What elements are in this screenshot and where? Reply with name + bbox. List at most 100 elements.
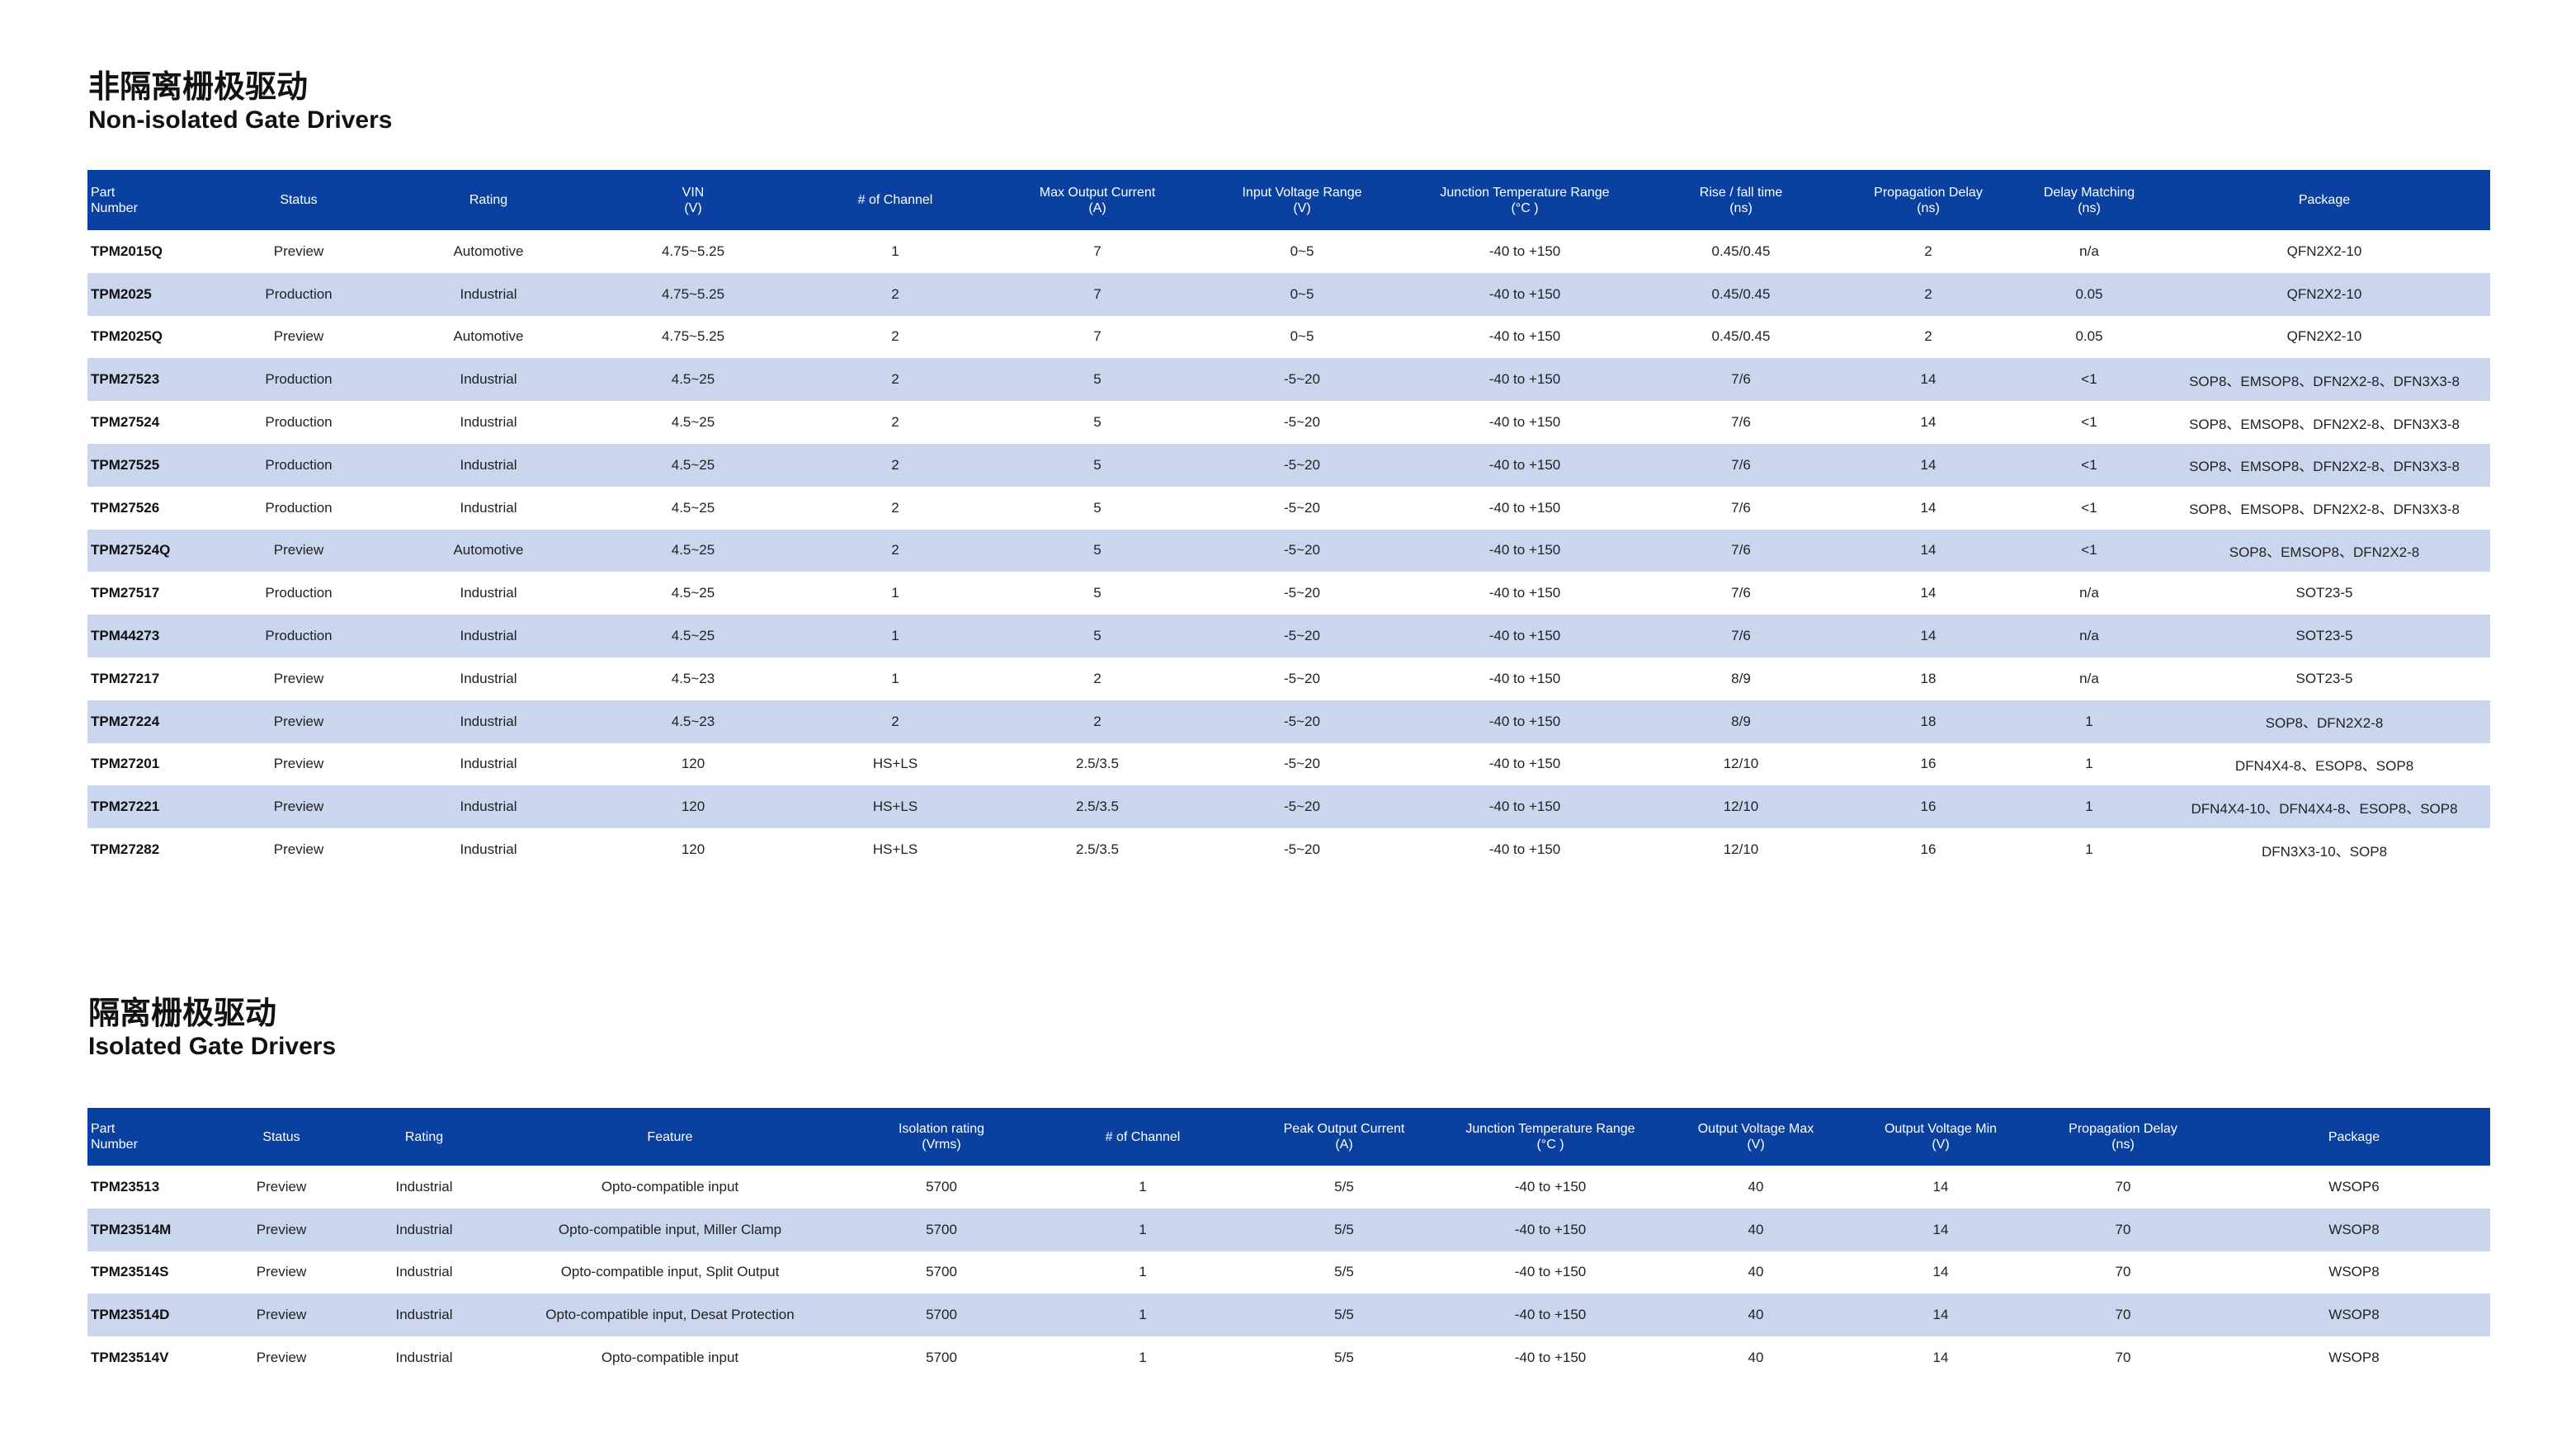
table-cell: 8/9 [1645,700,1837,743]
column-header-line: Package [2298,193,2351,207]
column-header: Isolation rating (Vrms) [843,1108,1040,1166]
table-cell: 2 [995,700,1200,743]
table-cell: Industrial [386,700,591,743]
table-cell: 70 [2028,1293,2218,1337]
table-row: TPM27217 Preview Industrial 4.5~23 1 2 -5~20 -4… [87,657,2490,700]
table-cell: 5700 [926,1178,957,1194]
table-cell: QFN2X2-10 [2286,328,2362,345]
column-header-line: (Vrms) [922,1138,961,1152]
table-cell: 1 [1139,1178,1147,1194]
column-header-line: Propagation Delay [2069,1122,2177,1136]
table-cell: 4.5~25 [591,358,795,402]
table-cell: n/a [2020,615,2158,657]
table-cell: 0.45/0.45 [1645,272,1837,316]
table-cell: 5/5 [1334,1350,1354,1366]
table-cell: 70 [2028,1208,2218,1251]
table-cell: 2 [1924,328,1932,345]
table-row: TPM27524 Production Industrial 4.5~25 2 5 -5~2… [87,401,2490,444]
table-cell: -5~20 [1284,499,1320,516]
table-cell: 4.5~23 [591,700,795,743]
table-cell: 5 [1093,499,1102,516]
part-number-cell: TPM23513 [91,1178,160,1194]
column-header-line: VIN [682,185,705,200]
table-cell: WSOP8 [2218,1293,2490,1337]
table-cell: SOP8、DFN2X2-8 [2158,700,2490,743]
column-header-line: Max Output Current [1039,185,1156,200]
table-cell: Production [265,499,333,516]
table-cell: 0~5 [1200,272,1404,316]
part-number-cell: TPM27526 [91,499,160,516]
table-cell: n/a [2079,585,2099,601]
table-cell: 1 [891,243,899,259]
table-cell: -40 to +150 [1488,756,1561,772]
table-cell: 5/5 [1334,1178,1354,1194]
table-cell: -40 to +150 [1488,841,1561,858]
table-cell: 5700 [926,1264,957,1280]
table-body: TPM2015Q Preview Automotive 4.75~5.25 1 7 0~5-… [87,230,2490,871]
column-header-line: (V) [1932,1138,1950,1152]
table-row: TPM27224 Preview Industrial 4.5~23 2 2 -5~20 -4… [87,700,2490,743]
table-row: TPM23513 Preview Industrial Opto-compatible… [87,1166,2490,1209]
column-header: Rating [386,170,591,230]
part-number-cell: TPM2025 [87,272,211,316]
table-cell: 40 [1658,1208,1853,1251]
table-cell: 16 [1837,785,2020,829]
table-cell: 4.5~25 [591,615,795,657]
table-cell: WSOP8 [2218,1208,2490,1251]
table-cell: 1 [1139,1350,1147,1366]
column-header: # of Channel [795,170,995,230]
table-cell: 120 [591,785,795,829]
part-number-cell: TPM23514S [91,1264,169,1280]
column-header-line: Feature [647,1129,693,1144]
table-cell: -40 to +150 [1488,328,1561,345]
column-header-line: # of Channel [1105,1129,1181,1144]
table-cell: Industrial [460,841,517,858]
table-cell: -5~20 [1284,756,1320,772]
table-cell: Production [211,272,386,316]
table-cell: Production [211,615,386,657]
column-header-line: Rise / fall time [1699,185,1783,200]
table-cell: Automotive [453,328,524,345]
table-cell: Industrial [460,585,517,601]
table-cell: DFN3X3-10、SOP8 [2261,843,2388,860]
table-cell: WSOP8 [2328,1350,2380,1366]
table-cell: -40 to +150 [1442,1293,1658,1337]
table-cell: 5 [1093,414,1102,431]
table-cell: 0~5 [1290,328,1314,345]
table-cell: Preview [211,785,386,829]
table-cell: -40 to +150 [1488,585,1561,601]
column-header-line: Rating [404,1129,444,1144]
table-cell: SOP8、EMSOP8、DFN2X2-8、DFN3X3-8 [2189,416,2460,432]
part-number-cell: TPM27525 [87,443,211,487]
table-row: TPM2025 Production Industrial 4.75~5.25 2 7 0~… [87,272,2490,316]
table-cell: 18 [1920,670,1937,686]
table-cell: Preview [211,1208,351,1251]
table-row: TPM23514V Preview Industrial Opto-compatibl… [87,1336,2490,1379]
column-header-line: Part [91,1122,116,1136]
part-number-cell: TPM2015Q [91,243,163,259]
table-cell: -5~20 [1200,700,1404,743]
column-header: Status [211,170,386,230]
table-cell: 4.5~25 [671,414,715,431]
table-cell: Preview [256,1350,307,1366]
section-title-en: Isolated Gate Drivers [88,1033,337,1060]
table-cell: SOT23-5 [2295,670,2353,686]
table-row: TPM27523 Production Industrial 4.5~25 2 5 -5~2… [87,358,2490,402]
table-cell: 2 [795,272,995,316]
table-cell: 14 [1853,1293,2028,1337]
non-isolated-heading: 非隔离栅极驱动 Non-isolated Gate Drivers [88,68,392,135]
column-header: # of Channel [1040,1108,1246,1166]
part-number-cell: TPM27201 [91,756,160,772]
table-cell: -5~20 [1200,529,1404,573]
table-cell: 7 [1093,243,1102,259]
table-cell: 0.45/0.45 [1711,328,1771,345]
table-cell: 14 [1837,615,2020,657]
column-header-line: (ns) [1917,200,1940,215]
table-cell: Industrial [351,1293,497,1337]
table-cell: 7 [1093,328,1102,345]
table-cell: Automotive [386,529,591,573]
table-cell: Opto-compatible input, Desat Protection [497,1293,843,1337]
table-cell: 120 [681,841,705,858]
table-cell: 1 [1040,1208,1246,1251]
table-cell: -40 to +150 [1404,700,1645,743]
